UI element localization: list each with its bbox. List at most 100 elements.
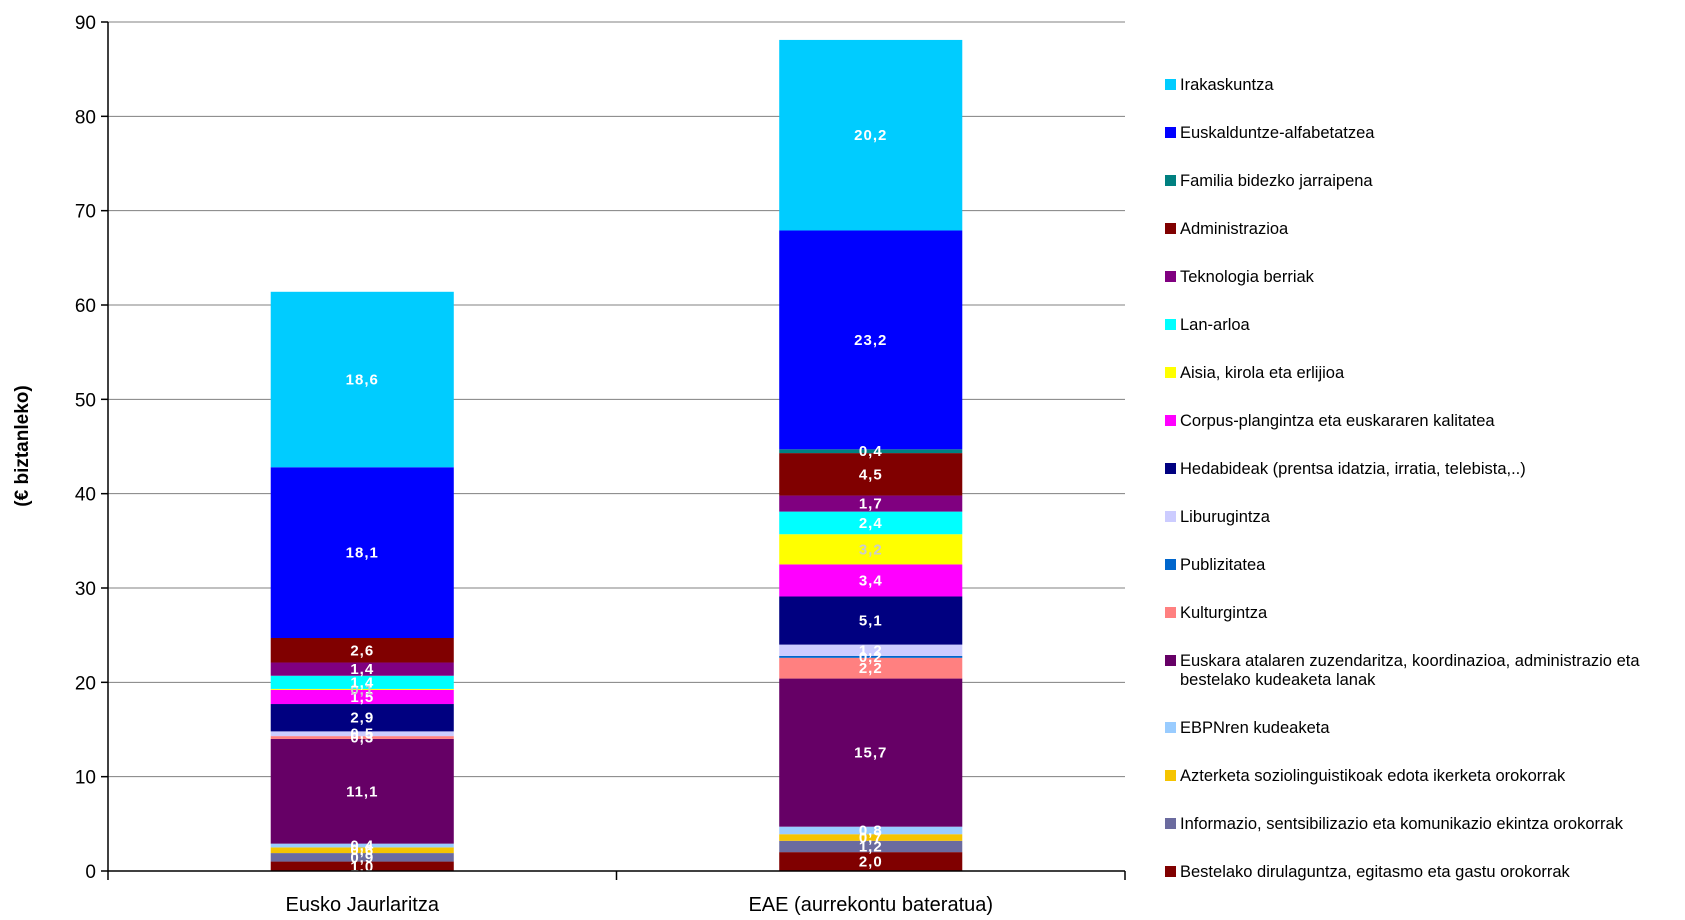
legend-swatch: [1165, 79, 1176, 90]
bar-segment: [779, 834, 963, 841]
bar-segment: [779, 644, 963, 656]
bar-segment: [779, 564, 963, 597]
bar-segment: [779, 840, 963, 853]
legend-entry: EBPNren kudeaketa: [1180, 719, 1330, 737]
data-label: 0,3: [350, 730, 374, 747]
data-label: 2,0: [859, 854, 883, 871]
bar-segment: [779, 449, 963, 454]
bar-segment: [779, 826, 963, 835]
data-label: 1,4: [350, 661, 374, 678]
legend-swatch: [1165, 607, 1176, 618]
data-label: 2,6: [350, 642, 374, 659]
legend-entry: Informazio, sentsibilizazio eta komunika…: [1180, 815, 1624, 833]
legend-swatch: [1165, 818, 1176, 829]
legend-swatch: [1165, 770, 1176, 781]
legend-swatch: [1165, 223, 1176, 234]
bar-segment: [270, 731, 454, 737]
legend-entry: Lan-arloa: [1180, 316, 1251, 334]
y-axis-label: (€ biztanleko): [12, 385, 33, 506]
bar-segment: [270, 291, 454, 468]
legend-entry: Corpus-plangintza eta euskararen kalitat…: [1180, 412, 1495, 430]
data-label: 0,4: [350, 838, 374, 855]
legend-swatch: [1165, 866, 1176, 877]
legend-entry: Euskara atalaren zuzendaritza, koordinaz…: [1180, 652, 1640, 689]
data-label: 0,2: [859, 649, 883, 666]
gridlines: [108, 21, 1125, 778]
data-label: 3,4: [859, 572, 883, 589]
data-label: 11,1: [346, 783, 378, 800]
data-label: 4,5: [859, 466, 883, 483]
bar-segment: [270, 861, 454, 871]
legend-swatch: [1165, 367, 1176, 378]
bar-segment: [779, 655, 963, 658]
y-tick-label: 70: [75, 202, 96, 223]
bar-segment: [270, 738, 454, 844]
category-label: Eusko Jaurlaritza: [286, 894, 440, 916]
data-label: 0,6: [350, 842, 374, 859]
bar-segment: [270, 847, 454, 854]
data-label: 15,7: [854, 745, 887, 762]
bar-segment: [270, 637, 454, 663]
data-labels: 1,00,90,60,411,10,30,52,91,50,11,41,42,6…: [346, 127, 887, 875]
data-label: 0,9: [350, 849, 374, 866]
bar-segment: [270, 704, 454, 732]
legend-entry: Aisia, kirola eta erlijioa: [1180, 364, 1345, 382]
bar-segment: [779, 657, 963, 679]
bar-segment: [270, 467, 454, 638]
data-label: 2,4: [859, 515, 883, 532]
data-label: 0,1: [350, 681, 374, 698]
bar-segment: [270, 689, 454, 705]
axes: [107, 22, 1125, 872]
data-label: 0,5: [350, 726, 374, 743]
legend-entry: Publizitatea: [1180, 556, 1266, 574]
y-tick-label: 30: [75, 579, 96, 600]
y-tick-label: 90: [75, 13, 96, 34]
legend-swatch: [1165, 655, 1176, 666]
bar-segment: [270, 662, 454, 676]
legend-entry: Hedabideak (prentsa idatzia, irratia, te…: [1180, 460, 1526, 478]
legend-swatch: [1165, 463, 1176, 474]
legend-swatch: [1165, 127, 1176, 138]
data-label: 0,8: [859, 822, 883, 839]
data-label: 18,1: [346, 545, 379, 562]
data-label: 3,2: [859, 541, 883, 558]
bar-segment: [779, 678, 963, 827]
legend-entry: Irakaskuntza: [1180, 76, 1274, 94]
legend-entry: Kulturgintza: [1180, 604, 1268, 622]
bar-segment: [270, 688, 454, 690]
legend-entry: Administrazioa: [1180, 220, 1289, 238]
bar-segment: [270, 843, 454, 848]
legend-swatch: [1165, 415, 1176, 426]
data-label: 0,4: [859, 443, 883, 460]
category-labels: Eusko Jaurlaritza EAE (aurrekontu baterat…: [107, 871, 1126, 916]
data-label: 1,2: [859, 642, 883, 659]
legend-entry: Azterketa soziolinguistikoak edota ikerk…: [1180, 767, 1566, 785]
y-tick-label: 80: [75, 107, 96, 128]
bar-segment: [270, 853, 454, 862]
bar-segment: [779, 511, 963, 535]
legend-entry: Liburugintza: [1180, 508, 1271, 526]
legend-swatch: [1165, 559, 1176, 570]
y-tick-label: 20: [75, 673, 96, 694]
y-tick-label: 50: [75, 390, 96, 411]
data-label: 0,7: [859, 830, 883, 847]
bar-segment: [779, 453, 963, 496]
data-label: 1,2: [859, 838, 883, 855]
bar-segment: [270, 736, 454, 739]
bar-stacks: [270, 39, 963, 871]
data-label: 1,4: [350, 674, 374, 691]
legend-swatch: [1165, 511, 1176, 522]
data-label: 2,2: [859, 660, 883, 677]
data-label: 1,7: [859, 496, 883, 513]
bar-segment: [779, 852, 963, 871]
data-label: 5,1: [859, 613, 883, 630]
data-label: 18,6: [346, 372, 379, 389]
y-tick-label: 40: [75, 485, 96, 506]
legend: Irakaskuntza Euskalduntze-alfabetatzea Fam…: [1165, 76, 1640, 881]
y-tick-label: 60: [75, 296, 96, 317]
legend-entry: Euskalduntze-alfabetatzea: [1180, 124, 1375, 142]
y-tick-label: 10: [75, 768, 96, 789]
data-label: 23,2: [854, 332, 887, 349]
data-label: 2,9: [350, 710, 374, 727]
